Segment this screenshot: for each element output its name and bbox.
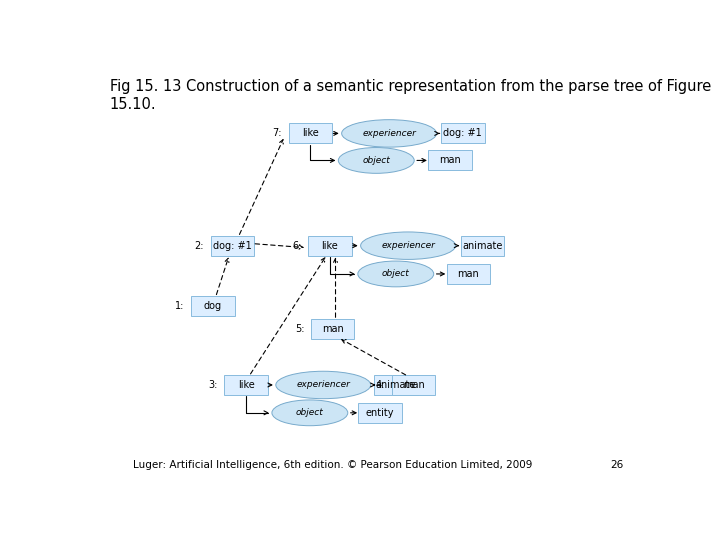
Text: experiencer: experiencer [297, 381, 350, 389]
Text: man: man [322, 324, 343, 334]
Text: 7:: 7: [272, 129, 282, 138]
Ellipse shape [361, 232, 456, 259]
FancyBboxPatch shape [225, 375, 268, 395]
Text: animate: animate [462, 241, 503, 251]
Text: 26: 26 [611, 460, 624, 470]
Text: 2:: 2: [194, 241, 204, 251]
Text: animate: animate [376, 380, 416, 390]
FancyBboxPatch shape [289, 124, 332, 144]
FancyBboxPatch shape [441, 124, 485, 144]
Ellipse shape [342, 120, 436, 147]
FancyBboxPatch shape [308, 235, 351, 255]
FancyBboxPatch shape [311, 319, 354, 339]
Text: like: like [302, 129, 319, 138]
Ellipse shape [272, 400, 348, 426]
Text: 6:: 6: [292, 241, 302, 251]
FancyBboxPatch shape [210, 235, 254, 255]
Text: 4:: 4: [376, 380, 385, 390]
Ellipse shape [358, 261, 433, 287]
FancyBboxPatch shape [374, 375, 418, 395]
Text: like: like [238, 380, 255, 390]
Text: entity: entity [366, 408, 395, 418]
FancyBboxPatch shape [446, 264, 490, 284]
Ellipse shape [276, 371, 371, 399]
Text: Luger: Artificial Intelligence, 6th edition. © Pearson Education Limited, 2009: Luger: Artificial Intelligence, 6th edit… [133, 460, 532, 470]
Text: object: object [382, 269, 410, 279]
Text: object: object [362, 156, 390, 165]
Text: man: man [402, 380, 425, 390]
FancyBboxPatch shape [392, 375, 436, 395]
FancyBboxPatch shape [428, 151, 472, 171]
Text: dog: #1: dog: #1 [213, 241, 252, 251]
Text: object: object [296, 408, 324, 417]
FancyBboxPatch shape [359, 403, 402, 423]
Ellipse shape [338, 147, 414, 173]
Text: 5:: 5: [294, 324, 305, 334]
Text: Fig 15. 13 Construction of a semantic representation from the parse tree of Figu: Fig 15. 13 Construction of a semantic re… [109, 79, 711, 112]
Text: man: man [457, 269, 480, 279]
Text: man: man [439, 156, 461, 165]
Text: experiencer: experiencer [381, 241, 435, 250]
Text: dog: dog [204, 301, 222, 311]
FancyBboxPatch shape [461, 235, 504, 255]
Text: like: like [322, 241, 338, 251]
Text: experiencer: experiencer [362, 129, 416, 138]
Text: 3:: 3: [208, 380, 217, 390]
Text: 1:: 1: [175, 301, 184, 311]
Text: dog: #1: dog: #1 [444, 129, 482, 138]
FancyBboxPatch shape [191, 296, 235, 316]
